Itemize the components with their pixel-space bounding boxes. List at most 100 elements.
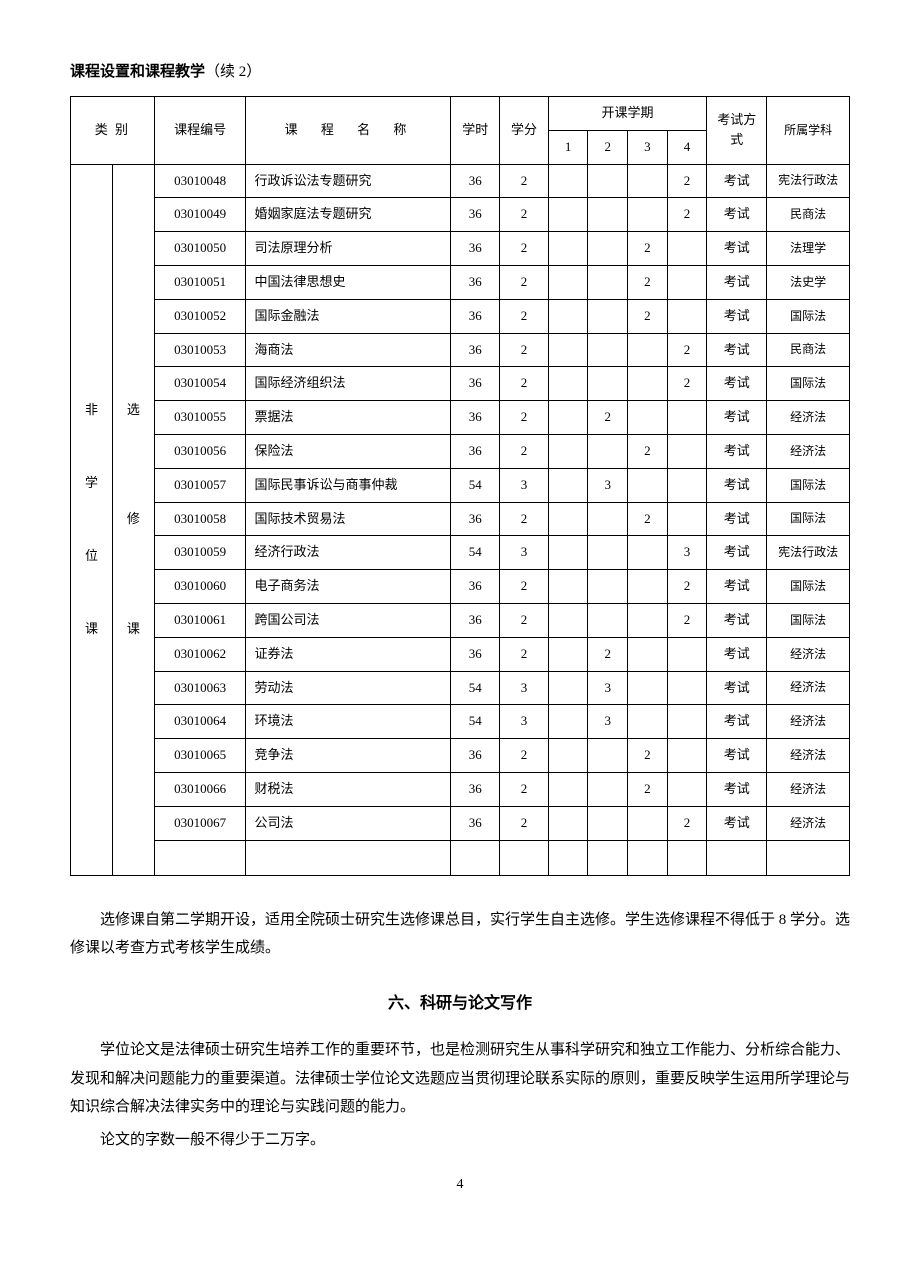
cell-code: 03010061 [154, 603, 246, 637]
cell-hours: 36 [451, 333, 500, 367]
cell-credits: 2 [500, 232, 549, 266]
page-title: 课程设置和课程教学（续 2） [70, 60, 850, 84]
cell-code: 03010057 [154, 468, 246, 502]
table-row: 03010050司法原理分析3622考试法理学 [71, 232, 850, 266]
cell-credits: 2 [500, 299, 549, 333]
header-sem-1: 1 [548, 130, 588, 164]
header-subject: 所属学科 [767, 97, 850, 165]
cell-sem1 [548, 637, 588, 671]
cell-exam: 考试 [707, 603, 767, 637]
cell-name: 国际经济组织法 [246, 367, 451, 401]
cell-sem1 [548, 401, 588, 435]
cell-credits: 2 [500, 367, 549, 401]
cell-sem3 [628, 536, 668, 570]
cell-hours: 36 [451, 367, 500, 401]
cell-empty [154, 840, 246, 875]
table-row: 03010053海商法3622考试民商法 [71, 333, 850, 367]
cell-code: 03010067 [154, 806, 246, 840]
cell-sem2 [588, 570, 628, 604]
table-row: 03010054国际经济组织法3622考试国际法 [71, 367, 850, 401]
cell-exam: 考试 [707, 739, 767, 773]
cell-sem2 [588, 603, 628, 637]
cell-sem4 [667, 637, 707, 671]
paragraph-thesis-1: 学位论文是法律硕士研究生培养工作的重要环节，也是检测研究生从事科学研究和独立工作… [70, 1036, 850, 1122]
cell-code: 03010063 [154, 671, 246, 705]
paragraph-elective-note: 选修课自第二学期开设，适用全院硕士研究生选修课总目，实行学生自主选修。学生选修课… [70, 906, 850, 963]
table-row: 03010063劳动法5433考试经济法 [71, 671, 850, 705]
table-row: 03010060电子商务法3622考试国际法 [71, 570, 850, 604]
cell-name: 行政诉讼法专题研究 [246, 164, 451, 198]
cell-sem1 [548, 603, 588, 637]
cell-hours: 36 [451, 502, 500, 536]
cell-exam: 考试 [707, 806, 767, 840]
table-row: 03010049婚姻家庭法专题研究3622考试民商法 [71, 198, 850, 232]
cell-sem1 [548, 299, 588, 333]
cell-exam: 考试 [707, 536, 767, 570]
cell-subj: 国际法 [767, 299, 850, 333]
section-title: 六、科研与论文写作 [70, 991, 850, 1017]
cell-hours: 36 [451, 265, 500, 299]
cell-sem3 [628, 570, 668, 604]
cell-subj: 国际法 [767, 603, 850, 637]
cell-code: 03010064 [154, 705, 246, 739]
cell-credits: 2 [500, 502, 549, 536]
cell-name: 票据法 [246, 401, 451, 435]
cell-exam: 考试 [707, 671, 767, 705]
cell-subj: 经济法 [767, 434, 850, 468]
cell-sem1 [548, 502, 588, 536]
cell-sem1 [548, 198, 588, 232]
cell-sem2: 2 [588, 637, 628, 671]
cell-empty [548, 840, 588, 875]
cell-code: 03010048 [154, 164, 246, 198]
cell-sem1 [548, 468, 588, 502]
table-row-empty [71, 840, 850, 875]
cell-name: 公司法 [246, 806, 451, 840]
cell-sem1 [548, 434, 588, 468]
cell-sem3 [628, 333, 668, 367]
cell-sem2 [588, 333, 628, 367]
header-hours: 学时 [451, 97, 500, 165]
cell-code: 03010062 [154, 637, 246, 671]
cell-sem4: 2 [667, 603, 707, 637]
cell-exam: 考试 [707, 401, 767, 435]
table-row: 03010058国际技术贸易法3622考试国际法 [71, 502, 850, 536]
cell-hours: 36 [451, 772, 500, 806]
cell-exam: 考试 [707, 705, 767, 739]
cell-subj: 国际法 [767, 367, 850, 401]
cell-empty [767, 840, 850, 875]
cell-sem1 [548, 536, 588, 570]
cell-credits: 3 [500, 671, 549, 705]
cell-code: 03010058 [154, 502, 246, 536]
cell-exam: 考试 [707, 570, 767, 604]
cell-code: 03010052 [154, 299, 246, 333]
cell-sem3: 2 [628, 739, 668, 773]
cell-sem4 [667, 739, 707, 773]
cell-exam: 考试 [707, 265, 767, 299]
cell-sem3 [628, 367, 668, 401]
cell-hours: 54 [451, 468, 500, 502]
cell-sem2: 3 [588, 468, 628, 502]
cell-sem2 [588, 164, 628, 198]
table-row: 03010061跨国公司法3622考试国际法 [71, 603, 850, 637]
cell-sem4: 2 [667, 570, 707, 604]
cell-sem2 [588, 772, 628, 806]
cell-exam: 考试 [707, 502, 767, 536]
table-row: 非学位课选修课03010048行政诉讼法专题研究3622考试宪法行政法 [71, 164, 850, 198]
cell-code: 03010059 [154, 536, 246, 570]
cell-subj: 国际法 [767, 502, 850, 536]
cell-sem4 [667, 772, 707, 806]
cell-empty [246, 840, 451, 875]
table-row: 03010066财税法3622考试经济法 [71, 772, 850, 806]
cell-hours: 36 [451, 232, 500, 266]
cell-hours: 36 [451, 806, 500, 840]
cell-sem2 [588, 198, 628, 232]
table-row: 03010059经济行政法5433考试宪法行政法 [71, 536, 850, 570]
cell-hours: 36 [451, 434, 500, 468]
cell-sem3 [628, 401, 668, 435]
cell-sem3 [628, 671, 668, 705]
cell-sem4: 2 [667, 333, 707, 367]
cell-sem1 [548, 772, 588, 806]
table-row: 03010056保险法3622考试经济法 [71, 434, 850, 468]
cell-subj: 经济法 [767, 705, 850, 739]
cell-sem3: 2 [628, 232, 668, 266]
